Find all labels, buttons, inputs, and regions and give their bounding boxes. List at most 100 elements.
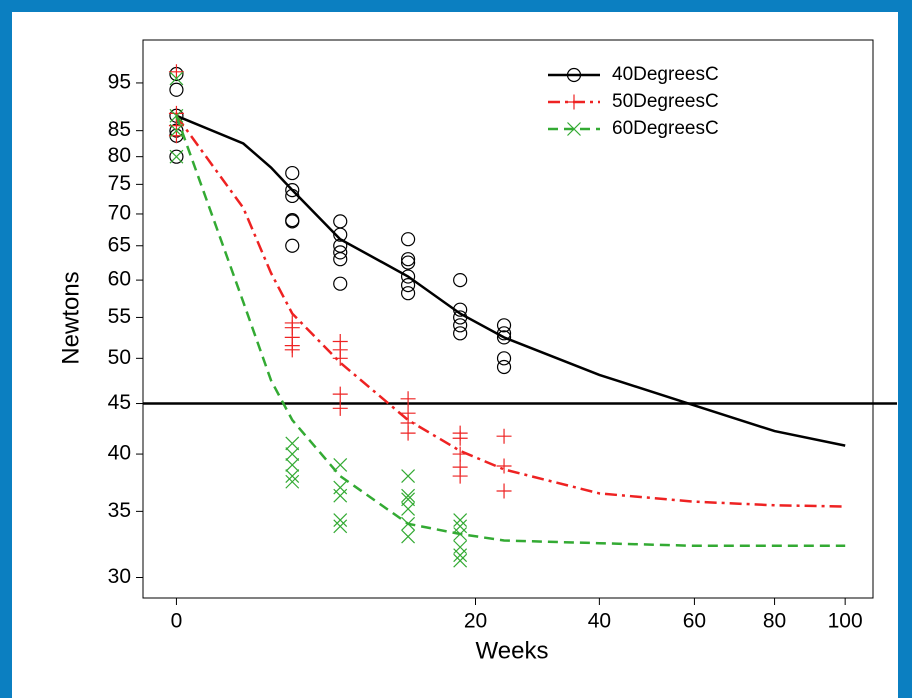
- y-tick-label: 55: [108, 305, 131, 328]
- x-axis-label: Weeks: [476, 637, 549, 664]
- marker: [400, 278, 416, 293]
- marker: [169, 108, 184, 123]
- marker: [333, 245, 348, 260]
- y-tick-label: 75: [108, 172, 131, 195]
- marker: [332, 386, 348, 402]
- plot-frame: [142, 39, 874, 599]
- marker: [285, 183, 300, 198]
- marker: [401, 488, 416, 503]
- marker: [401, 492, 416, 507]
- marker: [169, 149, 184, 164]
- marker: [496, 359, 512, 375]
- marker: [285, 447, 300, 461]
- marker: [453, 540, 468, 555]
- marker: [285, 214, 300, 229]
- marker: [169, 149, 184, 164]
- legend-label: 40DegreesC: [612, 64, 719, 85]
- marker: [169, 82, 184, 97]
- marker: [453, 273, 468, 288]
- marker: [496, 483, 512, 499]
- marker: [285, 213, 300, 228]
- marker: [333, 252, 348, 267]
- marker: [333, 227, 348, 242]
- y-axis-label: Newtons: [57, 271, 84, 364]
- marker: [333, 519, 348, 534]
- marker: [285, 238, 300, 253]
- y-tick-label: 40: [108, 442, 131, 465]
- marker: [333, 488, 348, 503]
- x-tick-label: 80: [763, 610, 786, 633]
- x-tick-label: 40: [588, 610, 611, 633]
- marker: [496, 458, 512, 474]
- x-tick-label: 100: [828, 610, 863, 633]
- marker: [496, 330, 512, 345]
- marker: [400, 269, 416, 284]
- y-tick-label: 30: [108, 565, 131, 588]
- fit-line: [175, 115, 846, 508]
- marker: [453, 513, 468, 527]
- fit-line: [175, 114, 846, 447]
- marker: [453, 519, 468, 534]
- legend-marker: [566, 67, 582, 83]
- legend-marker: [567, 122, 581, 136]
- marker: [168, 64, 184, 80]
- legend-label: 50DegreesC: [612, 91, 719, 112]
- marker: [285, 474, 300, 489]
- y-tick-label: 50: [108, 346, 131, 369]
- y-tick-label: 60: [108, 268, 131, 291]
- y-tick-label: 85: [108, 118, 131, 141]
- legend-marker: [566, 94, 582, 110]
- marker: [453, 527, 468, 541]
- marker: [285, 436, 300, 451]
- marker: [333, 458, 348, 472]
- marker: [400, 255, 416, 270]
- y-tick-label: 35: [108, 499, 131, 522]
- marker: [285, 188, 300, 204]
- marker: [169, 123, 184, 138]
- marker: [400, 252, 416, 267]
- marker: [284, 342, 300, 358]
- y-tick-label: 45: [108, 391, 131, 414]
- marker: [400, 232, 416, 247]
- marker: [333, 480, 348, 495]
- y-tick-label: 70: [108, 202, 131, 225]
- marker: [453, 553, 468, 568]
- x-tick-label: 0: [171, 610, 183, 633]
- marker: [400, 425, 416, 441]
- marker: [453, 302, 468, 317]
- fit-line: [175, 115, 846, 548]
- marker: [333, 214, 348, 229]
- marker: [453, 548, 468, 563]
- marker: [452, 430, 468, 446]
- marker: [452, 446, 468, 462]
- marker: [400, 286, 416, 301]
- marker: [453, 310, 468, 325]
- marker: [401, 469, 416, 483]
- marker: [285, 458, 300, 472]
- marker: [496, 428, 512, 444]
- x-tick-label: 60: [683, 610, 706, 633]
- marker: [401, 529, 416, 544]
- marker: [453, 326, 468, 341]
- y-tick-label: 80: [108, 144, 131, 167]
- marker: [169, 71, 184, 86]
- y-tick-label: 65: [108, 233, 131, 256]
- marker: [400, 391, 416, 407]
- legend-label: 60DegreesC: [612, 118, 719, 139]
- marker: [285, 165, 300, 181]
- marker: [496, 326, 512, 341]
- marker: [333, 276, 348, 291]
- marker: [401, 501, 416, 516]
- marker: [452, 468, 468, 484]
- marker: [332, 400, 348, 416]
- marker: [453, 318, 468, 333]
- marker: [401, 516, 416, 531]
- marker: [496, 318, 512, 333]
- marker: [285, 469, 300, 483]
- marker: [333, 513, 348, 527]
- marker: [332, 350, 348, 366]
- marker: [496, 351, 512, 366]
- x-tick-label: 20: [464, 610, 487, 633]
